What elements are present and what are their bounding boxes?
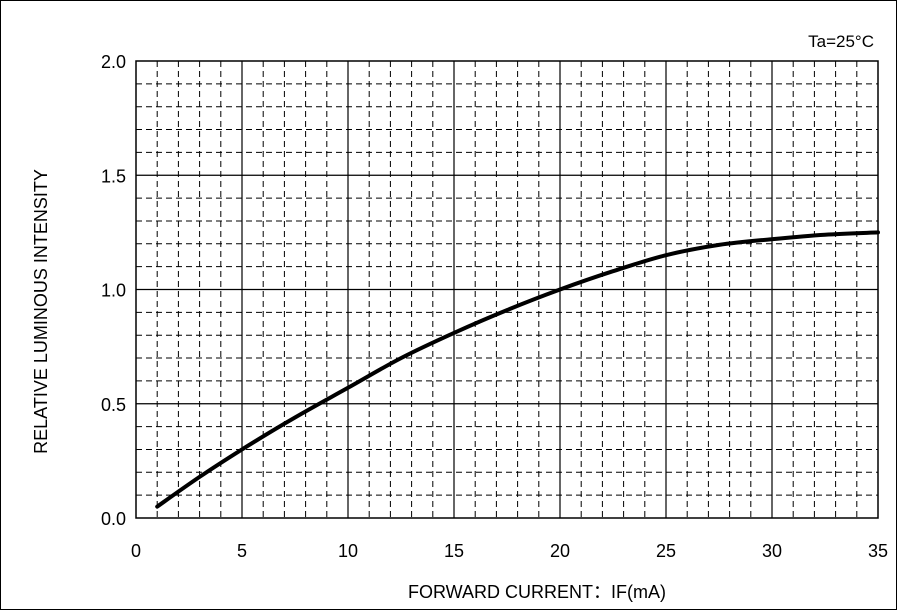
x-axis-label: FORWARD CURRENT：IF(mA) <box>408 582 666 602</box>
y-tick-label: 2.0 <box>101 52 126 72</box>
x-tick-label: 15 <box>444 541 464 561</box>
series-line <box>155 230 880 509</box>
x-tick-label: 5 <box>237 541 247 561</box>
y-tick-label: 0.5 <box>101 395 126 415</box>
y-tick-labels: 0.0 0.5 1.0 1.5 2.0 <box>101 52 126 529</box>
x-tick-label: 35 <box>868 541 888 561</box>
plot-area <box>135 60 879 519</box>
y-tick-label: 1.5 <box>101 166 126 186</box>
x-tick-label: 25 <box>656 541 676 561</box>
y-axis-label: RELATIVE LUMINOUS INTENSITY <box>31 169 51 454</box>
x-tick-label: 30 <box>762 541 782 561</box>
minor-grid <box>136 61 878 518</box>
x-tick-label: 0 <box>131 541 141 561</box>
y-tick-label: 1.0 <box>101 281 126 301</box>
major-grid <box>136 61 878 518</box>
y-tick-label: 0.0 <box>101 509 126 529</box>
condition-label: Ta=25°C <box>808 32 874 51</box>
x-tick-label: 20 <box>550 541 570 561</box>
x-tick-labels: 0 5 10 15 20 25 30 35 <box>131 541 888 561</box>
x-tick-label: 10 <box>338 541 358 561</box>
